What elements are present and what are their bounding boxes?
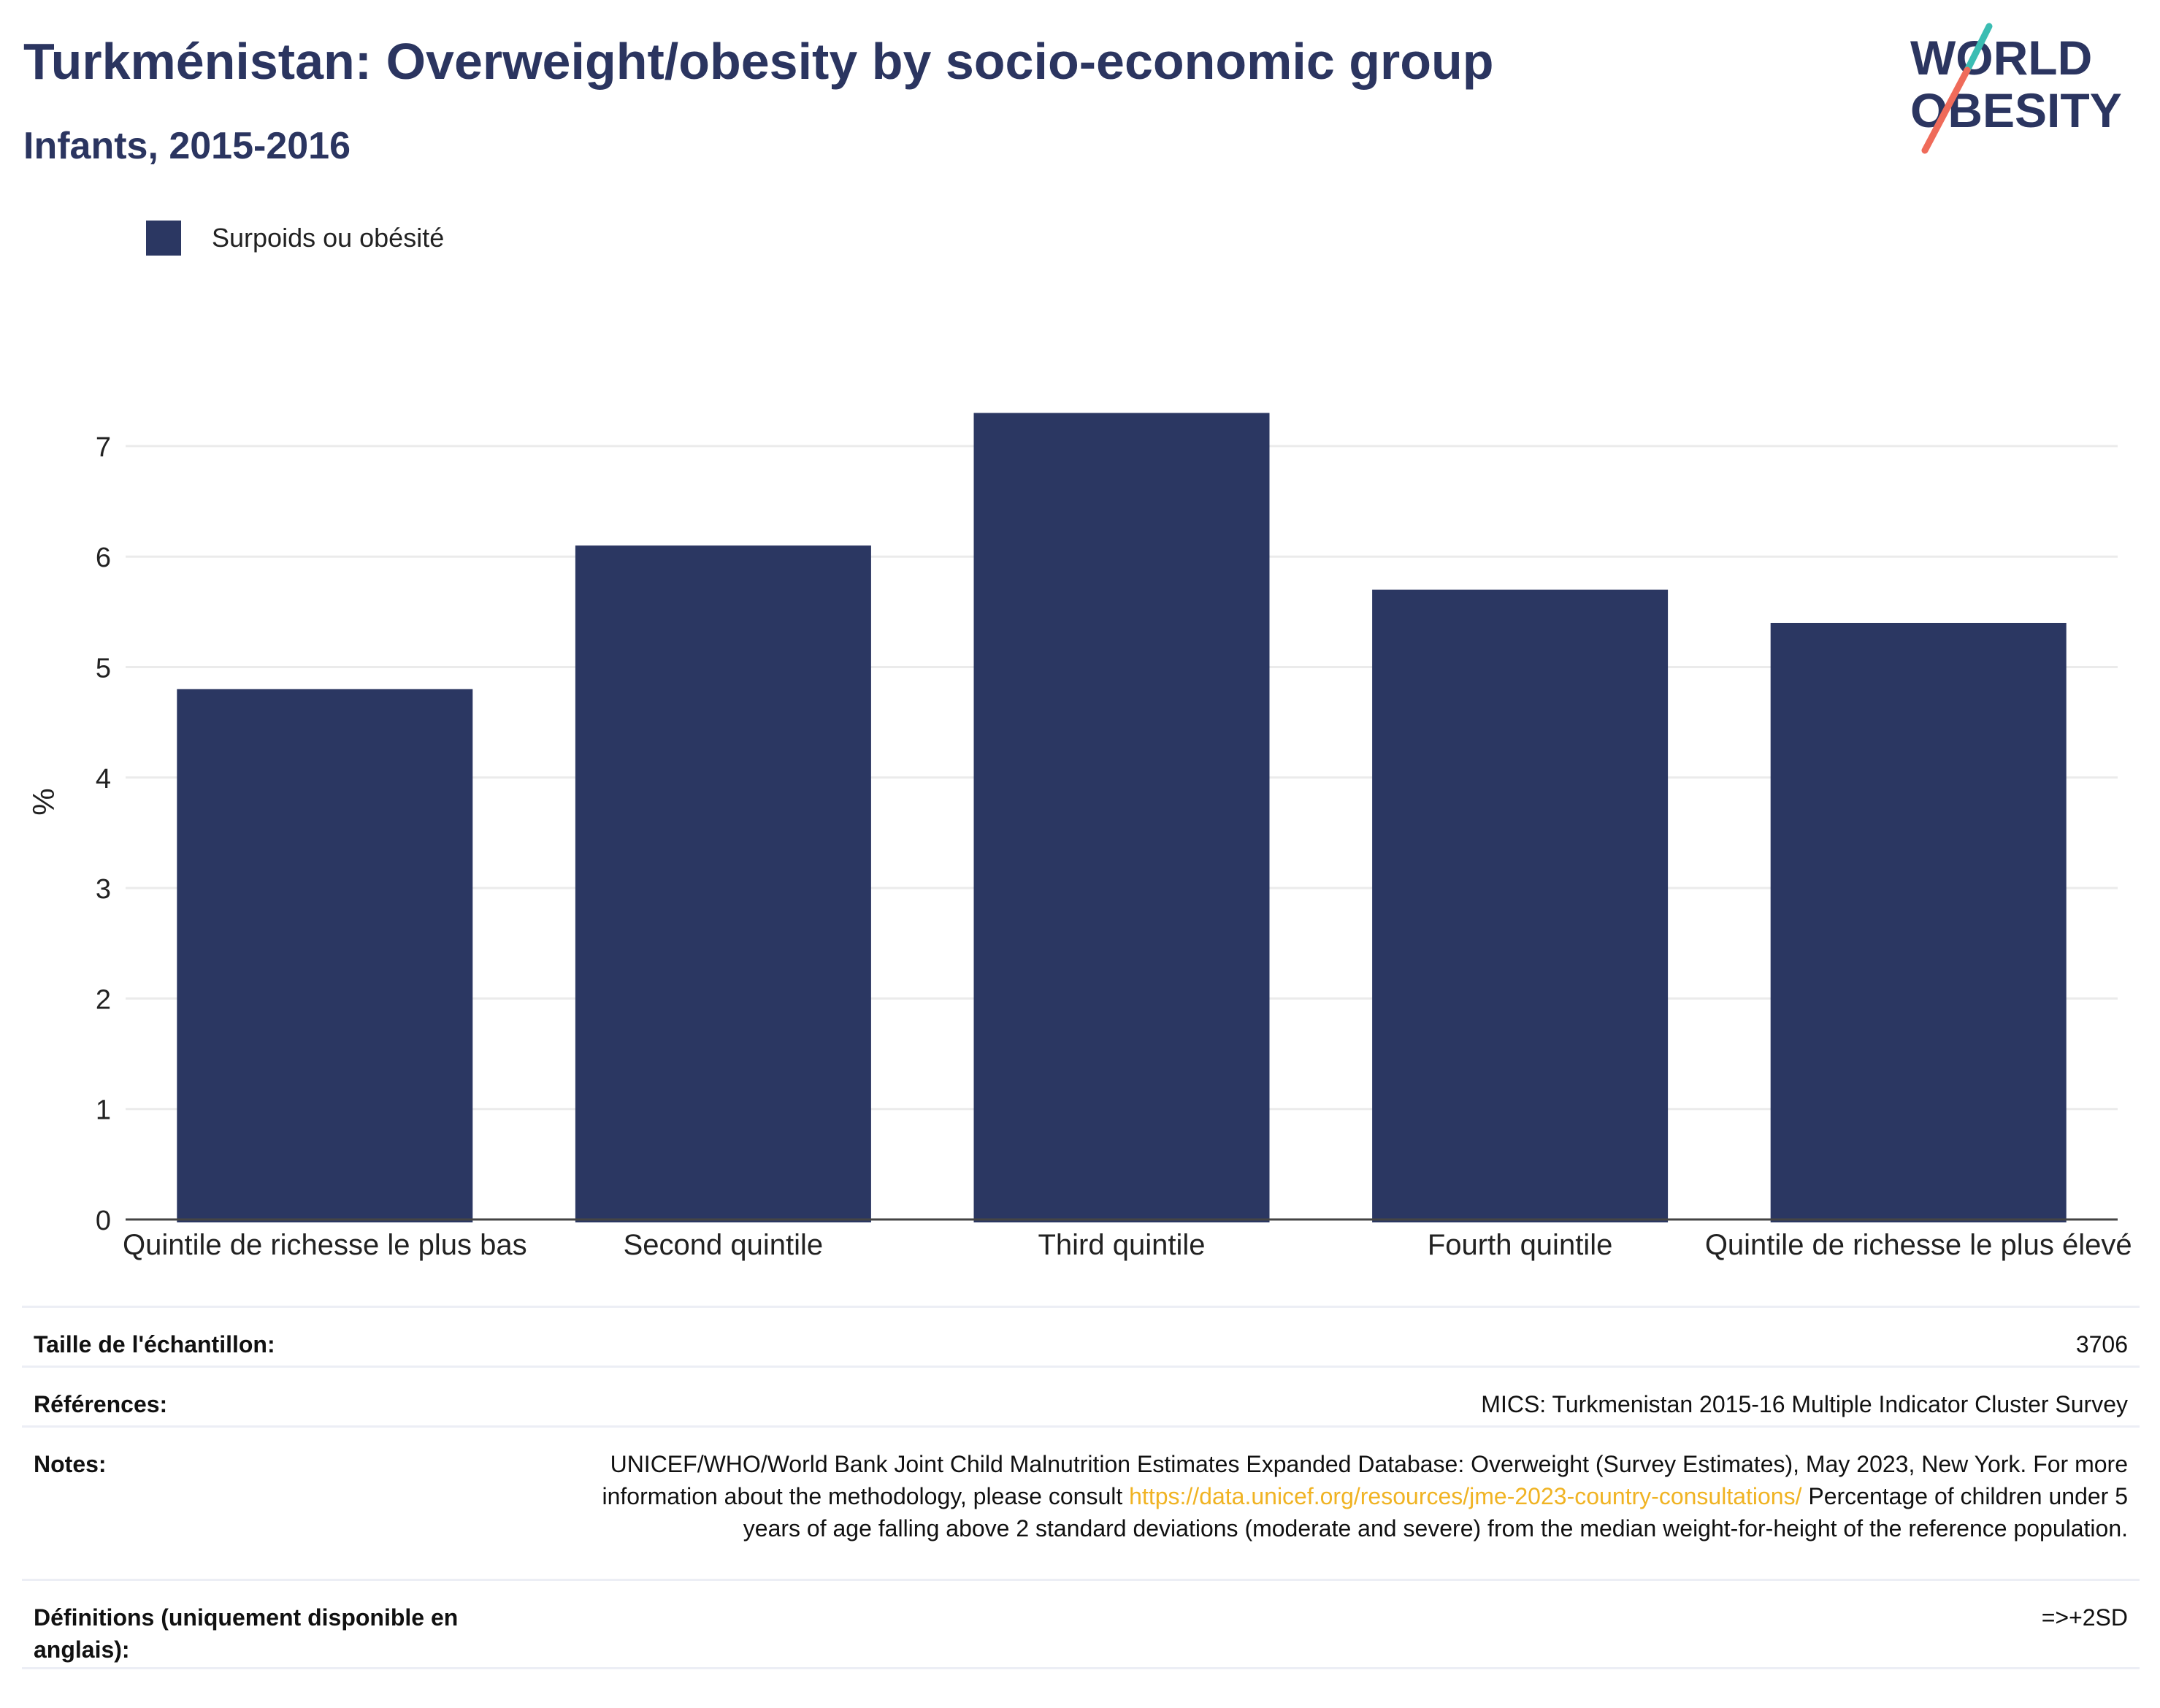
info-table: Taille de l'échantillon: 3706 Références… [22,1306,2140,1669]
bar-chart: 0 1 2 3 4 5 6 7 Quintile de richesse le plus bas… [96,413,2132,1261]
x-tick-label: Quintile de richesse le plus élevé [1705,1229,2132,1261]
info-row-notes: Notes: UNICEF/WHO/World Bank Joint Child… [22,1425,2140,1579]
chart-title: Turkménistan: Overweight/obesity by soci… [23,33,1494,90]
notes-label: Notes: [34,1451,107,1477]
world-obesity-logo: WORLD OBESITY [1910,23,2122,154]
y-tick-label: 3 [96,874,111,905]
definitions-label: Définitions (uniquement disponible en an… [34,1604,459,1663]
references-value: MICS: Turkmenistan 2015-16 Multiple Indi… [1481,1391,2128,1417]
notes-link[interactable]: https://data.unicef.org/resources/jme-20… [1129,1483,1802,1509]
bar [575,545,871,1222]
y-tick-label: 0 [96,1206,111,1236]
notes-value: UNICEF/WHO/World Bank Joint Child Malnut… [558,1448,2128,1579]
legend-label: Surpoids ou obésité [212,223,445,253]
y-tick-label: 7 [96,432,111,463]
x-tick-label: Third quintile [1038,1229,1205,1261]
y-tick-label: 1 [96,1095,111,1126]
y-tick-label: 2 [96,984,111,1015]
legend: Surpoids ou obésité [146,219,444,257]
logo-line1: WORLD [1910,31,2092,85]
references-label: Références: [34,1391,168,1417]
notes-text-2: Percentage of children under 5 years of … [743,1483,2128,1542]
sample-size-value: 3706 [2075,1331,2128,1357]
notes-text-1: UNICEF/WHO/World Bank Joint Child Malnut… [602,1451,2128,1509]
y-tick-label: 5 [96,654,111,684]
info-row-definitions: Définitions (uniquement disponible en an… [22,1579,2140,1669]
sample-size-label: Taille de l'échantillon: [34,1331,275,1357]
x-tick-label: Second quintile [624,1229,824,1261]
bar [1372,589,1669,1222]
bar [973,413,1270,1222]
bar [1770,622,2067,1222]
info-row-sample-size: Taille de l'échantillon: 3706 [22,1306,2140,1366]
logo-line2: OBESITY [1910,83,2122,137]
y-tick-label: 6 [96,543,111,573]
x-tick-label: Fourth quintile [1428,1229,1612,1261]
legend-swatch [146,221,181,256]
y-tick-label: 4 [96,764,111,794]
chart-subtitle: Infants, 2015-2016 [23,125,351,167]
bar [177,689,473,1222]
info-row-references: Références: MICS: Turkmenistan 2015-16 M… [22,1366,2140,1425]
definitions-value: =>+2SD [2041,1604,2128,1631]
x-tick-label: Quintile de richesse le plus bas [123,1229,527,1261]
